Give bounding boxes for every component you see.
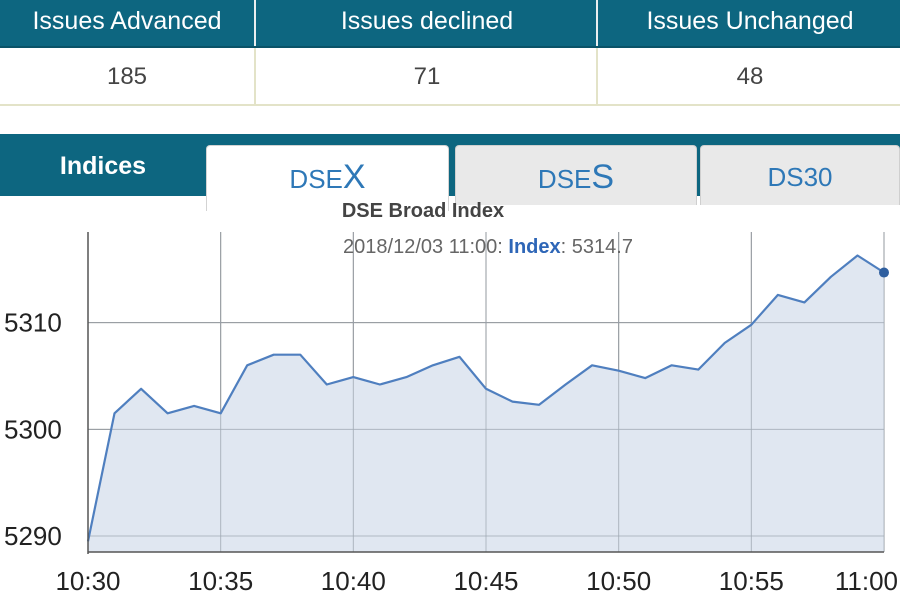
issues-advanced-header: Issues Advanced <box>32 7 222 35</box>
tab-dses-prefix: DSE <box>537 164 592 194</box>
tab-ds30-label: DS30 <box>767 162 833 192</box>
y-tick-label: 5300 <box>4 414 62 444</box>
issues-summary-table: Issues Advanced Issues declined Issues U… <box>0 0 900 106</box>
indices-label: Indices <box>59 152 147 180</box>
tab-dsex[interactable]: DSEX <box>206 145 449 211</box>
chart-title: DSE Broad Index <box>341 200 505 222</box>
last-point-marker <box>879 267 889 278</box>
x-tick-label: 10:55 <box>719 566 784 596</box>
issues-advanced-value: 185 <box>106 63 148 90</box>
chart-tooltip: 2018/12/03 11:00: Index: 5314.7 <box>343 236 633 258</box>
x-tick-label: 11:00 <box>835 566 898 596</box>
y-tick-label: 5310 <box>4 308 62 338</box>
tab-dsex-suffix: X <box>342 158 366 196</box>
tab-dses[interactable]: DSES <box>455 145 697 205</box>
tooltip-value: 5314.7 <box>571 236 633 258</box>
x-tick-label: 10:45 <box>453 566 518 596</box>
y-tick-label: 5290 <box>4 521 62 551</box>
issues-values-row: 185 71 48 <box>0 48 900 106</box>
x-tick-label: 10:35 <box>188 566 253 596</box>
issues-unchanged-value: 48 <box>596 48 900 104</box>
x-tick-label: 10:50 <box>586 566 651 596</box>
tooltip-date: 2018/12/03 11:00 <box>343 236 498 258</box>
issues-header-row: Issues Advanced Issues declined Issues U… <box>0 0 900 48</box>
tab-ds30[interactable]: DS30 <box>700 145 900 205</box>
tooltip-key: Index <box>508 236 561 258</box>
x-tick-label: 10:30 <box>55 566 120 596</box>
dse-broad-index-chart: 5290 5300 5310 10:30 10:35 10:40 10:45 10:50 10:… <box>4 232 898 596</box>
tab-dsex-prefix: DSE <box>289 164 343 194</box>
tab-dses-suffix: S <box>591 158 615 196</box>
index-line <box>86 254 885 542</box>
x-tick-label: 10:40 <box>321 566 386 596</box>
issues-unchanged-header: Issues Unchanged <box>596 0 900 46</box>
issues-declined-value: 71 <box>254 48 598 104</box>
issues-declined-header: Issues declined <box>254 0 598 46</box>
